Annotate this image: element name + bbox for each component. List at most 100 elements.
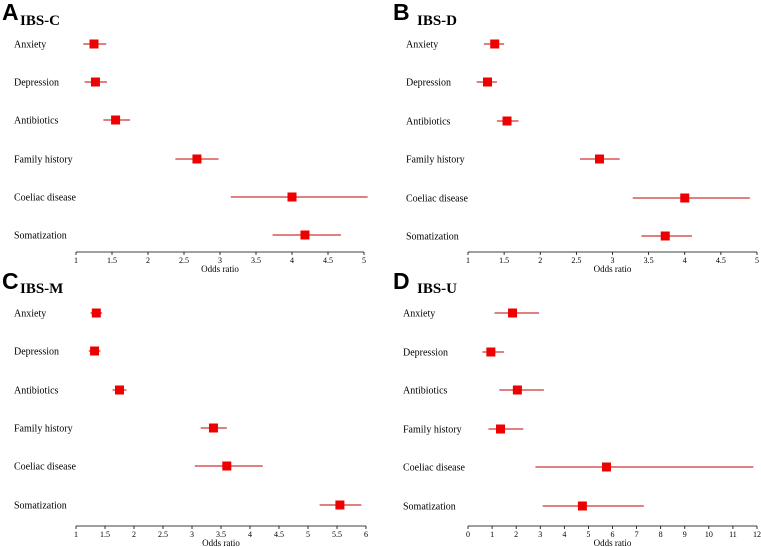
odds-ratio-marker bbox=[577, 501, 587, 511]
row-label: Depression bbox=[403, 348, 448, 359]
x-tick-label: 3.5 bbox=[251, 256, 261, 265]
odds-ratio-marker bbox=[512, 385, 522, 395]
row-label: Depression bbox=[14, 78, 59, 89]
odds-ratio-marker bbox=[483, 77, 493, 87]
panel-b: B IBS-D Anxiety Depression Antibiotics Family… bbox=[393, 0, 759, 274]
panel-title: IBS-C bbox=[20, 13, 60, 29]
row-label: Coeliac disease bbox=[14, 462, 76, 473]
row-label: Anxiety bbox=[14, 40, 46, 51]
row-label: Depression bbox=[406, 78, 451, 89]
x-tick-label: 10 bbox=[705, 530, 713, 539]
x-tick-label: 2.5 bbox=[179, 256, 189, 265]
odds-ratio-marker bbox=[486, 347, 496, 357]
x-tick-label: 3 bbox=[611, 256, 615, 265]
panel-a: A IBS-C Anxiety Depression Antibiotics Family… bbox=[2, 0, 368, 274]
odds-ratio-marker bbox=[89, 39, 99, 49]
row-label: Somatization bbox=[406, 232, 459, 243]
x-tick-label: 1 bbox=[74, 530, 78, 539]
panel-title: IBS-U bbox=[417, 281, 457, 297]
x-tick-label: 4.5 bbox=[274, 530, 284, 539]
x-tick-label: 5.5 bbox=[332, 530, 342, 539]
x-tick-label: 4 bbox=[248, 530, 252, 539]
x-tick-label: 2 bbox=[146, 256, 150, 265]
x-tick-label: 7 bbox=[635, 530, 639, 539]
x-tick-label: 1 bbox=[490, 530, 494, 539]
x-tick-label: 2 bbox=[538, 256, 542, 265]
odds-ratio-marker bbox=[594, 154, 604, 164]
x-tick-label: 5 bbox=[362, 256, 366, 265]
x-tick-label: 5 bbox=[755, 256, 759, 265]
panel-d: D IBS-U Anxiety Depression Antibiotics Family… bbox=[393, 268, 761, 547]
odds-ratio-marker bbox=[680, 193, 690, 203]
odds-ratio-marker bbox=[115, 385, 124, 395]
panel-title: IBS-D bbox=[417, 13, 457, 29]
row-label: Anxiety bbox=[14, 309, 46, 320]
panel-letter: B bbox=[393, 0, 410, 25]
x-tick-label: 5 bbox=[586, 530, 590, 539]
odds-ratio-marker bbox=[192, 154, 202, 164]
x-tick-label: 12 bbox=[753, 530, 761, 539]
x-tick-label: 1.5 bbox=[107, 256, 117, 265]
x-tick-label: 2 bbox=[514, 530, 518, 539]
x-tick-label: 3.5 bbox=[644, 256, 654, 265]
row-label: Coeliac disease bbox=[403, 463, 465, 474]
x-tick-label: 3 bbox=[538, 530, 542, 539]
x-tick-label: 4.5 bbox=[716, 256, 726, 265]
row-label: Antibiotics bbox=[403, 386, 448, 397]
row-label: Family history bbox=[14, 155, 73, 166]
x-tick-label: 1 bbox=[466, 256, 470, 265]
odds-ratio-marker bbox=[490, 39, 500, 49]
x-tick-label: 4 bbox=[683, 256, 687, 265]
x-axis-title: Odds ratio bbox=[201, 264, 239, 274]
x-tick-label: 6 bbox=[364, 530, 368, 539]
odds-ratio-marker bbox=[335, 500, 345, 510]
x-tick-label: 1 bbox=[74, 256, 78, 265]
x-axis-title: Odds ratio bbox=[594, 538, 632, 547]
x-tick-label: 2.5 bbox=[571, 256, 581, 265]
row-label: Coeliac disease bbox=[406, 194, 468, 205]
row-label: Family history bbox=[403, 425, 462, 436]
odds-ratio-marker bbox=[300, 230, 310, 240]
row-label: Family history bbox=[406, 155, 465, 166]
x-tick-label: 0 bbox=[466, 530, 470, 539]
odds-ratio-marker bbox=[222, 461, 232, 471]
x-tick-label: 11 bbox=[729, 530, 737, 539]
x-tick-label: 2 bbox=[132, 530, 136, 539]
row-label: Somatization bbox=[14, 231, 67, 242]
x-tick-label: 9 bbox=[683, 530, 687, 539]
odds-ratio-marker bbox=[601, 462, 611, 472]
x-tick-label: 4.5 bbox=[323, 256, 333, 265]
row-label: Anxiety bbox=[406, 40, 438, 51]
x-axis-title: Odds ratio bbox=[202, 538, 240, 547]
x-axis-title: Odds ratio bbox=[594, 264, 632, 274]
x-tick-label: 5 bbox=[306, 530, 310, 539]
row-label: Antibiotics bbox=[406, 117, 451, 128]
row-label: Coeliac disease bbox=[14, 193, 76, 204]
odds-ratio-marker bbox=[508, 308, 518, 318]
odds-ratio-marker bbox=[90, 346, 100, 356]
row-label: Somatization bbox=[14, 501, 67, 512]
x-tick-label: 4 bbox=[290, 256, 294, 265]
odds-ratio-marker bbox=[287, 192, 297, 202]
panel-title: IBS-M bbox=[20, 281, 63, 297]
x-tick-label: 6 bbox=[611, 530, 615, 539]
row-label: Anxiety bbox=[403, 309, 435, 320]
panel-c: C IBS-M Anxiety Depression Antibiotics Family… bbox=[2, 268, 368, 547]
panel-letter: A bbox=[2, 0, 19, 25]
odds-ratio-marker bbox=[111, 115, 121, 125]
row-label: Antibiotics bbox=[14, 116, 59, 127]
x-tick-label: 4 bbox=[562, 530, 566, 539]
panel-letter: D bbox=[393, 268, 410, 294]
odds-ratio-marker bbox=[91, 308, 101, 318]
x-tick-label: 3.5 bbox=[216, 530, 226, 539]
row-label: Depression bbox=[14, 347, 59, 358]
panel-letter: C bbox=[2, 268, 19, 294]
odds-ratio-marker bbox=[660, 231, 670, 241]
x-tick-label: 1.5 bbox=[499, 256, 509, 265]
odds-ratio-marker bbox=[496, 424, 506, 434]
odds-ratio-marker bbox=[208, 423, 218, 433]
x-tick-label: 3 bbox=[190, 530, 194, 539]
row-label: Family history bbox=[14, 424, 73, 435]
row-label: Somatization bbox=[403, 502, 456, 513]
